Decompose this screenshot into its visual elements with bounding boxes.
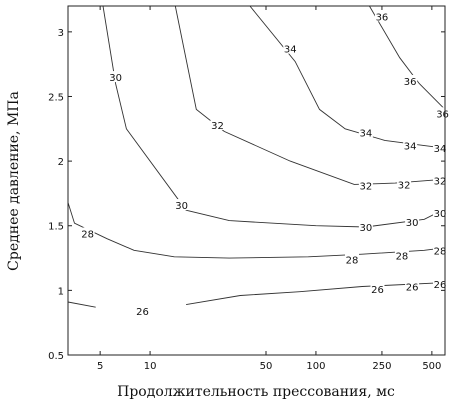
y-axis-title: Среднее давление, МПа (6, 91, 22, 271)
x-tick-label: 5 (97, 361, 103, 372)
contour-label-36: 36 (404, 77, 417, 88)
contour-label-bg (435, 107, 450, 119)
x-tick-label: 500 (422, 361, 441, 372)
contour-label-32: 32 (211, 121, 224, 132)
contour-label-30: 30 (109, 73, 122, 84)
contour-lines (67, 5, 446, 308)
contour-label-34: 34 (404, 142, 417, 153)
contour-label-bg (358, 221, 373, 233)
contour-line-26 (67, 301, 96, 308)
contour-label-32: 32 (359, 182, 372, 193)
contour-label-32: 32 (398, 180, 411, 191)
contour-label-30: 30 (406, 218, 419, 229)
contour-label-bg (397, 178, 412, 190)
contour-label-bg (174, 199, 189, 211)
contour-label-bg (374, 10, 389, 22)
contour-label-34: 34 (284, 45, 297, 56)
contour-line-32 (174, 5, 446, 185)
contour-label-bg (345, 253, 360, 265)
contour-label-bg (394, 249, 409, 261)
contour-label-36: 36 (436, 109, 449, 120)
contour-label-34: 34 (434, 144, 447, 155)
contour-label-bg (403, 74, 418, 86)
contour-label-32: 32 (434, 177, 447, 188)
contour-label-30: 30 (175, 201, 188, 212)
y-tick-label: 3 (58, 28, 64, 39)
contour-label-30: 30 (434, 209, 447, 220)
contour-label-26: 26 (406, 282, 419, 293)
contour-label-bg (433, 206, 448, 218)
plot-frame (67, 5, 446, 356)
y-tick-label: 1 (58, 286, 64, 297)
y-tick-label: 2 (58, 157, 64, 168)
contour-label-36: 36 (376, 12, 389, 23)
contour-label-bg (370, 283, 385, 295)
contour-label-28: 28 (434, 246, 447, 257)
x-tick-label: 250 (372, 361, 391, 372)
contour-label-bg (80, 227, 95, 239)
contour-label-30: 30 (359, 223, 372, 234)
contour-label-bg (108, 71, 123, 83)
contour-label-28: 28 (81, 229, 94, 240)
contour-label-bg (135, 305, 150, 317)
contour-label-bg (433, 277, 448, 289)
contour-label-28: 28 (346, 255, 359, 266)
x-tick-label: 50 (260, 361, 273, 372)
x-tick-label: 100 (306, 361, 325, 372)
contour-label-26: 26 (371, 285, 384, 296)
contour-line-30 (102, 5, 446, 228)
contour-label-bg (358, 179, 373, 191)
x-axis-title: Продолжительность прессования, мс (117, 384, 395, 400)
y-tick-label: 1.5 (48, 222, 64, 233)
contour-label-bg (358, 126, 373, 138)
contour-label-bg (433, 142, 448, 154)
contour-label-26: 26 (434, 280, 447, 291)
contour-label-34: 34 (359, 129, 372, 140)
y-tick-label: 0.5 (48, 351, 64, 362)
contour-line-34 (249, 5, 446, 149)
contour-label-bg (283, 42, 298, 54)
contour-label-26: 26 (136, 307, 149, 318)
contour-line-28 (67, 202, 446, 259)
contour-label-bg (405, 280, 420, 292)
contour-label-bg (210, 118, 225, 130)
axis-ticks (68, 6, 445, 356)
contour-line-36 (369, 5, 446, 110)
contour-label-28: 28 (396, 251, 409, 262)
contour-line-26 (186, 282, 446, 306)
x-tick-label: 10 (144, 361, 157, 372)
contour-label-bg (433, 244, 448, 256)
contour-label-bg (405, 215, 420, 227)
contour-label-bg (433, 174, 448, 186)
y-tick-label: 2.5 (48, 92, 64, 103)
axis-tick-labels: 5 10 50 100 250 500 0.5 1 1.5 2 2.5 3 (48, 28, 441, 372)
contour-labels: 26 26 26 26 28 28 28 28 30 30 30 30 30 32 32 32 32 34 34 34… (80, 10, 450, 318)
contour-label-bg (403, 139, 418, 151)
